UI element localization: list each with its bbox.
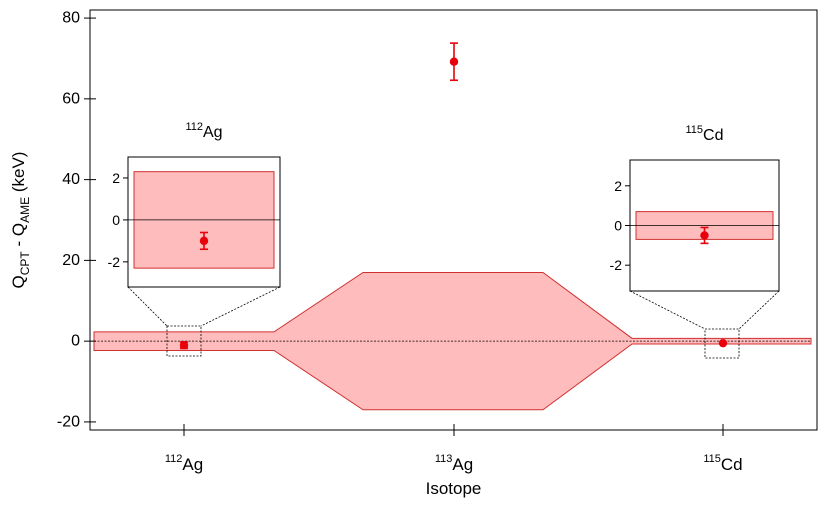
inset-frame xyxy=(127,156,281,288)
inset-y-tick-label: 2 xyxy=(112,170,120,186)
inset-115cd: -2 0 2 115Cd xyxy=(610,124,780,292)
inset-y-tick-label: 0 xyxy=(112,212,120,228)
inset-title: 115Cd xyxy=(686,124,724,144)
callout-line xyxy=(127,286,168,327)
callout-line xyxy=(200,286,281,327)
inset-data-point xyxy=(199,236,209,246)
inset-callouts xyxy=(127,286,780,359)
inset-y-tick-label: 0 xyxy=(614,218,622,234)
callout-line xyxy=(738,290,780,330)
x-tick-label: 112Ag xyxy=(165,453,203,474)
zoom-region-box xyxy=(166,325,202,357)
inset-y-tick-label: -2 xyxy=(610,257,623,273)
x-tick-label: 115Cd xyxy=(703,453,742,474)
y-axis-title: QCPT - QAME (keV) xyxy=(9,152,32,289)
y-tick-label: 20 xyxy=(62,252,80,269)
data-point-112ag xyxy=(179,340,189,350)
data-point-113ag xyxy=(449,57,459,66)
y-tick-label: 40 xyxy=(62,171,80,188)
inset-y-tick-label: 2 xyxy=(614,178,622,194)
data-point-115cd xyxy=(718,338,728,348)
inset-y-tick-label: -2 xyxy=(108,254,121,270)
y-tick-label: 60 xyxy=(62,90,80,107)
inset-data-point xyxy=(700,231,709,240)
y-tick-label: -20 xyxy=(57,413,80,430)
x-tick-label: 113Ag xyxy=(435,453,473,474)
y-tick-label: 80 xyxy=(62,10,80,27)
y-tick-label: 0 xyxy=(71,333,80,350)
x-axis-title: Isotope xyxy=(426,479,482,498)
inset-title: 112Ag xyxy=(185,121,222,141)
callout-line xyxy=(629,290,706,330)
inset-112ag: -2 0 2 112Ag xyxy=(108,121,281,288)
